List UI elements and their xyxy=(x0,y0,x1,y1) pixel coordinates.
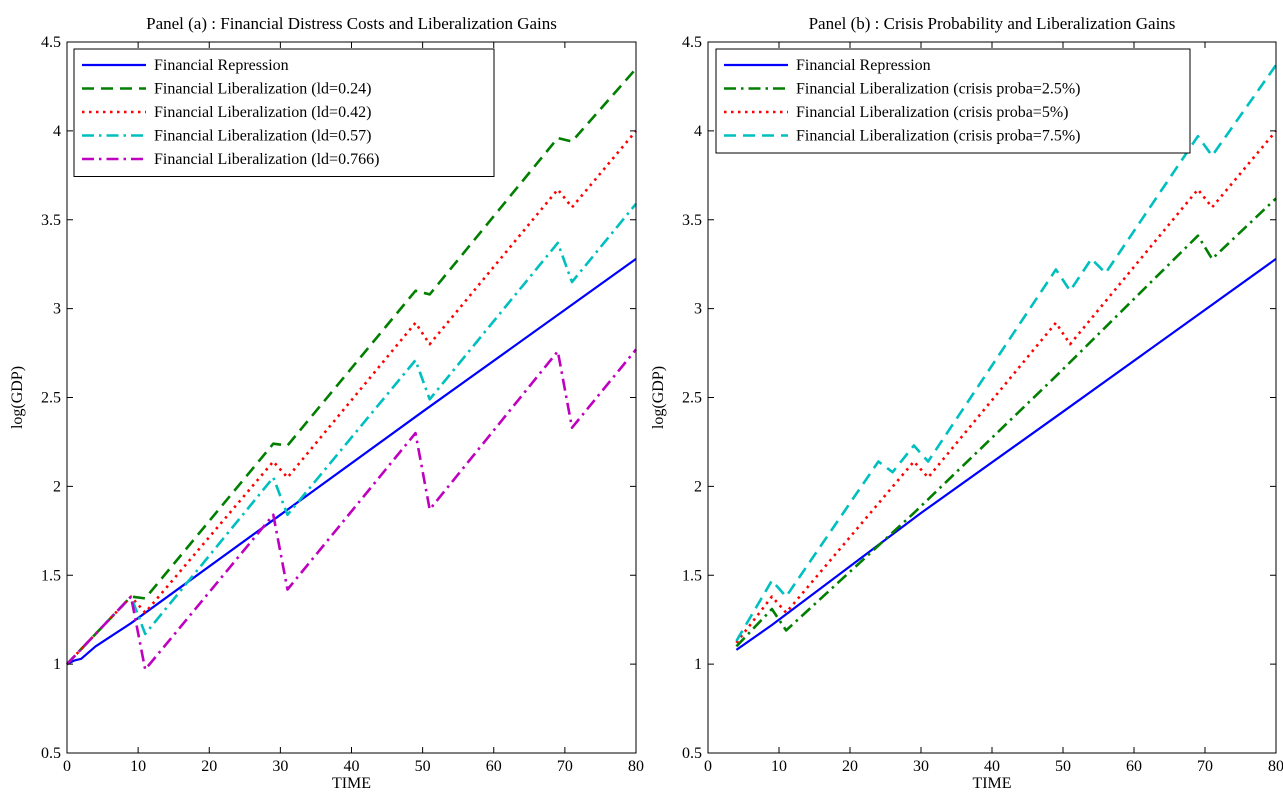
x-tick-label: 20 xyxy=(201,758,217,775)
x-tick-label: 50 xyxy=(415,758,431,775)
chart-title: Panel (b) : Crisis Probability and Liber… xyxy=(809,14,1176,33)
legend-label-1: Financial Repression xyxy=(796,57,931,74)
x-tick-label: 30 xyxy=(913,758,929,775)
x-tick-label: 70 xyxy=(1197,758,1213,775)
series-line-2 xyxy=(735,197,1277,648)
x-tick-label: 40 xyxy=(344,758,360,775)
chart-title: Panel (a) : Financial Distress Costs and… xyxy=(146,14,557,33)
y-tick-label: 2 xyxy=(53,478,61,495)
y-tick-label: 1 xyxy=(694,656,702,673)
series-line-1 xyxy=(66,258,637,666)
legend-label-3: Financial Liberalization (ld=0.42) xyxy=(154,104,371,121)
series-line-2 xyxy=(66,67,637,665)
y-tick-label: 2 xyxy=(694,478,702,495)
y-axis-label: log(GDP) xyxy=(9,366,26,429)
y-tick-label: 3 xyxy=(53,301,61,318)
y-tick-label: 4 xyxy=(694,123,702,140)
x-tick-label: 10 xyxy=(130,758,146,775)
y-tick-label: 4.5 xyxy=(41,34,61,51)
x-axis-label: TIME xyxy=(972,775,1011,792)
legend-box xyxy=(715,48,1191,154)
legend-label-5: Financial Liberalization (ld=0.766) xyxy=(154,151,379,168)
x-tick-label: 20 xyxy=(842,758,858,775)
x-tick-label: 50 xyxy=(1055,758,1071,775)
y-tick-label: 1.5 xyxy=(41,567,61,584)
chart-panel-b: Panel (b) : Crisis Probability and Liber… xyxy=(650,14,1283,792)
y-tick-label: 0.5 xyxy=(41,745,61,762)
x-tick-label: 80 xyxy=(1268,758,1283,775)
series-group xyxy=(735,64,1278,651)
series-line-4 xyxy=(66,202,638,665)
y-tick-label: 3.5 xyxy=(41,212,61,229)
x-tick-label: 30 xyxy=(272,758,288,775)
y-tick-label: 4.5 xyxy=(682,34,702,51)
legend-box xyxy=(73,48,495,177)
series-line-3 xyxy=(735,130,1277,644)
legend-label-3: Financial Liberalization (crisis proba=5… xyxy=(796,104,1068,121)
legend-label-4: Financial Liberalization (crisis proba=7… xyxy=(796,128,1080,145)
series-line-4 xyxy=(735,64,1278,642)
y-tick-label: 4 xyxy=(53,123,61,140)
x-tick-label: 60 xyxy=(486,758,502,775)
legend: Financial Repression Financial Liberaliza… xyxy=(73,48,495,177)
x-tick-label: 0 xyxy=(63,758,71,775)
series-line-5 xyxy=(66,348,638,671)
x-tick-label: 40 xyxy=(984,758,1000,775)
x-tick-label: 70 xyxy=(557,758,573,775)
x-tick-label: 80 xyxy=(628,758,644,775)
x-tick-label: 10 xyxy=(771,758,787,775)
y-tick-label: 2.5 xyxy=(682,390,702,407)
legend-label-2: Financial Liberalization (ld=0.24) xyxy=(154,81,371,98)
series-line-1 xyxy=(735,258,1277,651)
y-axis-label: log(GDP) xyxy=(650,366,667,429)
x-tick-label: 0 xyxy=(704,758,712,775)
series-line-3 xyxy=(66,130,637,665)
chart-panel-a: Panel (a) : Financial Distress Costs and… xyxy=(9,14,644,792)
y-tick-label: 3.5 xyxy=(682,212,702,229)
x-tick-label: 60 xyxy=(1126,758,1142,775)
y-tick-label: 0.5 xyxy=(682,745,702,762)
legend: Financial Repression Financial Liberaliza… xyxy=(715,48,1191,154)
y-tick-label: 1.5 xyxy=(682,567,702,584)
y-tick-label: 1 xyxy=(53,656,61,673)
y-tick-label: 3 xyxy=(694,301,702,318)
legend-label-4: Financial Liberalization (ld=0.57) xyxy=(154,128,371,145)
legend-label-2: Financial Liberalization (crisis proba=2… xyxy=(796,81,1080,98)
series-group xyxy=(66,67,638,671)
y-tick-label: 2.5 xyxy=(41,390,61,407)
legend-label-1: Financial Repression xyxy=(154,57,289,74)
x-axis-label: TIME xyxy=(332,775,371,792)
